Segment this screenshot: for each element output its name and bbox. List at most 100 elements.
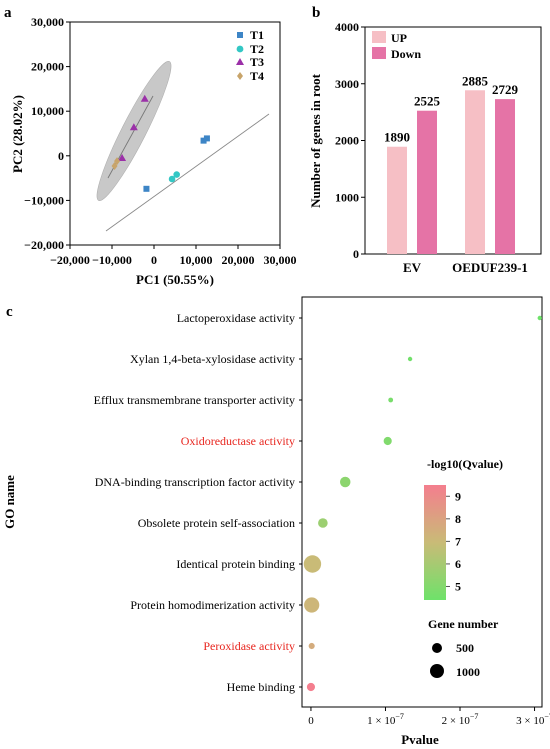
pca-x-tick-label: 20,000 bbox=[222, 253, 255, 267]
pca-x-tick-label: −10,000 bbox=[92, 253, 132, 267]
legend-label-up: UP bbox=[391, 31, 407, 45]
pca-y-axis-label: PC2 (28.02%) bbox=[10, 95, 25, 173]
pca-y-ticks: 30,000 20,000 10,000 0 −10,000 −20,000 bbox=[24, 15, 70, 252]
pca-point-t2 bbox=[168, 175, 176, 183]
bar-y-axis-label: Number of genes in root bbox=[308, 73, 323, 208]
bar-x-tick-label: OEDUF239-1 bbox=[452, 260, 528, 275]
pca-plot-frame bbox=[69, 21, 281, 246]
go-bubble-efflux-transmembrane-transporter-activity bbox=[388, 397, 394, 403]
go-x-axis-label: Pvalue bbox=[401, 732, 439, 747]
bar-up-ev bbox=[387, 146, 407, 254]
gene-number-legend-label-1000: 1000 bbox=[456, 665, 480, 679]
go-term-label: Identical protein binding bbox=[176, 557, 295, 571]
go-bubble-dna-binding-transcription-factor-activity bbox=[339, 476, 351, 488]
bar-down-oeduf239-1 bbox=[495, 99, 515, 255]
go-bubble-peroxidase-activity bbox=[308, 642, 315, 650]
gene-number-legend: Gene number 500 1000 bbox=[428, 617, 499, 679]
gene-number-legend-marker-1000 bbox=[430, 664, 444, 678]
qvalue-legend: -log10(Qvalue) 9 8 7 6 5 bbox=[424, 457, 503, 600]
go-plot-frame bbox=[301, 296, 543, 708]
qvalue-legend-ticks: 9 8 7 6 5 bbox=[446, 489, 461, 593]
legend-label-t2: T2 bbox=[250, 42, 264, 56]
bar-up-oeduf239-1 bbox=[465, 90, 485, 255]
bar-y-tick-label: 1000 bbox=[335, 190, 359, 204]
go-bubbles bbox=[303, 315, 542, 692]
go-x-tick-label: 3 × 10−7 bbox=[516, 712, 550, 727]
gene-number-legend-label-500: 500 bbox=[456, 641, 474, 655]
go-bubble-xylan-1-4-beta-xylosidase-activity bbox=[407, 356, 413, 362]
pca-x-tick-label: 10,000 bbox=[180, 253, 213, 267]
legend-swatch-down bbox=[372, 47, 386, 59]
bar-y-tick-label: 4000 bbox=[335, 20, 359, 34]
pca-point-t4 bbox=[111, 162, 118, 171]
pca-x-tick-label: 30,000 bbox=[264, 253, 297, 267]
go-bubble-lactoperoxidase-activity bbox=[537, 315, 542, 321]
go-term-label: Oxidoreductase activity bbox=[181, 434, 295, 448]
pca-point-t2 bbox=[173, 171, 180, 178]
pca-point-t3 bbox=[129, 123, 138, 131]
panel-label-a: a bbox=[4, 5, 12, 21]
go-bubble-protein-homodimerization-activity bbox=[304, 597, 320, 613]
legend-marker-t2 bbox=[236, 45, 244, 53]
legend-label-t1: T1 bbox=[250, 28, 264, 42]
panel-label-c: c bbox=[6, 304, 13, 320]
panel-label-b: b bbox=[312, 5, 320, 21]
pca-x-ticks: −20,000 −10,000 0 10,000 20,000 30,000 bbox=[50, 245, 297, 267]
bar-value-label: 2885 bbox=[462, 73, 489, 88]
pca-point-t3 bbox=[140, 94, 149, 102]
pca-x-tick-label: −20,000 bbox=[50, 253, 90, 267]
go-term-label: Peroxidase activity bbox=[203, 639, 295, 653]
pca-point-t4 bbox=[114, 157, 121, 166]
go-bubble-obsolete-protein-self-association bbox=[318, 518, 328, 528]
bar-x-tick-label: EV bbox=[403, 260, 422, 275]
bar-value-label: 2525 bbox=[414, 94, 441, 109]
bar-value-label: 2729 bbox=[492, 82, 519, 97]
pca-y-tick-label: 30,000 bbox=[31, 15, 64, 29]
qvalue-legend-title: -log10(Qvalue) bbox=[427, 457, 503, 471]
bar-value-label: 1890 bbox=[384, 130, 410, 145]
qvalue-tick-label: 8 bbox=[455, 512, 461, 526]
go-term-label: Obsolete protein self-association bbox=[138, 516, 295, 530]
legend-marker-t4 bbox=[237, 72, 243, 80]
legend-marker-t3 bbox=[236, 58, 244, 65]
go-y-ticks bbox=[299, 317, 302, 688]
go-x-tick-label: 0 bbox=[308, 715, 314, 727]
pca-point-t1 bbox=[203, 135, 210, 142]
legend-swatch-up bbox=[372, 31, 386, 43]
gene-number-legend-title: Gene number bbox=[428, 617, 499, 631]
pca-point-t3 bbox=[118, 154, 127, 162]
pca-y-tick-label: 0 bbox=[58, 149, 64, 163]
legend-marker-t1 bbox=[237, 32, 243, 38]
go-bubble-oxidoreductase-activity bbox=[383, 436, 392, 446]
bar-y-tick-label: 3000 bbox=[335, 77, 359, 91]
go-term-label: DNA-binding transcription factor activit… bbox=[95, 475, 295, 489]
panel-c: c Lactoperoxidase activity Xylan 1,4-beta… bbox=[2, 296, 550, 747]
pca-point-t1 bbox=[200, 137, 207, 144]
pca-point-t1 bbox=[143, 185, 150, 192]
pca-y-tick-label: 10,000 bbox=[31, 104, 64, 118]
bar-y-tick-label: 0 bbox=[353, 247, 359, 261]
bar-legend: UP Down bbox=[372, 31, 421, 61]
go-term-label: Efflux transmembrane transporter activit… bbox=[94, 393, 295, 407]
legend-label-down: Down bbox=[391, 47, 421, 61]
go-term-label: Xylan 1,4-beta-xylosidase activity bbox=[130, 352, 295, 366]
gene-number-legend-marker-500 bbox=[432, 643, 442, 653]
go-bubble-identical-protein-binding bbox=[303, 555, 322, 573]
go-term-label: Protein homodimerization activity bbox=[130, 598, 295, 612]
go-x-tick-label: 2 × 10−7 bbox=[442, 712, 479, 727]
qvalue-colorbar bbox=[424, 485, 446, 600]
go-y-axis-label: GO name bbox=[2, 475, 17, 529]
pca-x-tick-label: 0 bbox=[151, 253, 157, 267]
go-x-ticks: 0 1 × 10−7 2 × 10−7 3 × 10−7 bbox=[308, 707, 550, 727]
pca-y-tick-label: 20,000 bbox=[31, 60, 64, 74]
qvalue-tick-label: 9 bbox=[455, 489, 461, 503]
qvalue-tick-label: 6 bbox=[455, 557, 461, 571]
qvalue-tick-label: 7 bbox=[455, 534, 461, 548]
legend-label-t3: T3 bbox=[250, 55, 264, 69]
go-term-label: Heme binding bbox=[227, 680, 295, 694]
go-bubble-heme-binding bbox=[306, 682, 316, 692]
bar-x-ticks: EV OEDUF239-1 bbox=[403, 260, 528, 275]
